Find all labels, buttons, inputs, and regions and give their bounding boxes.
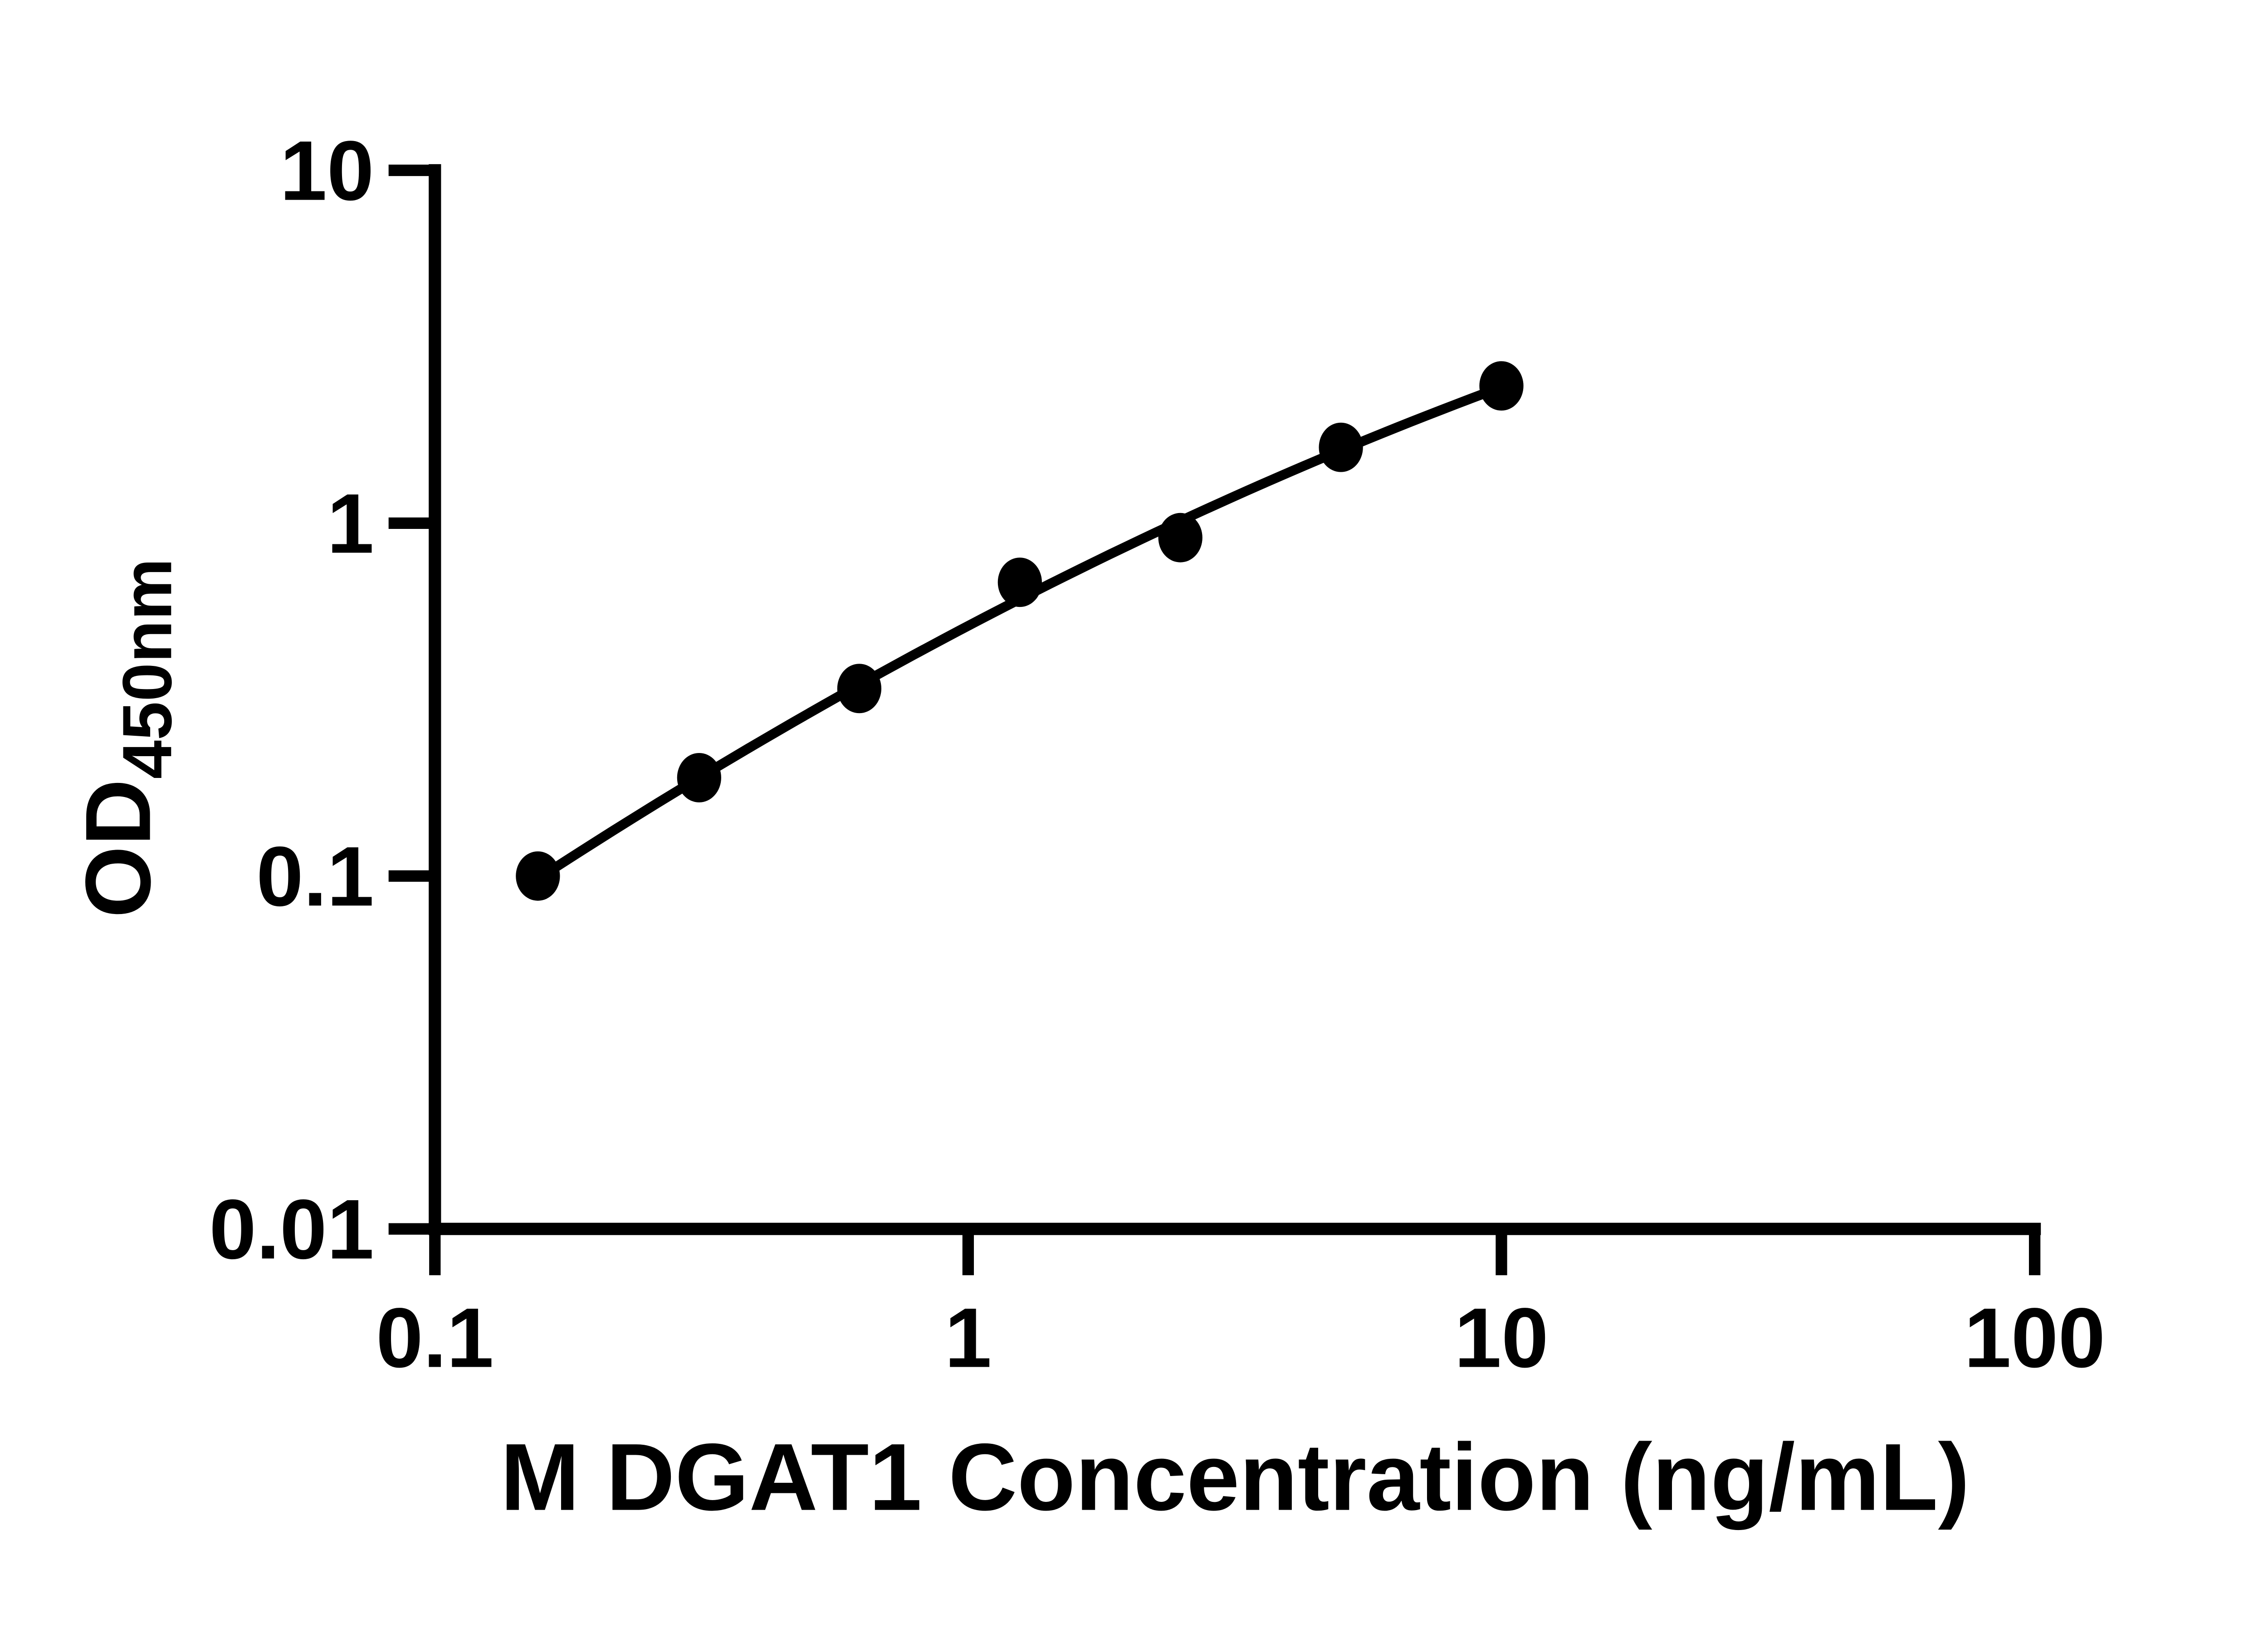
data-point <box>997 557 1042 607</box>
x-axis-title: M DGAT1 Concentration (ng/mL) <box>500 1424 1970 1530</box>
x-axis-ticks <box>429 1229 2041 1276</box>
y-axis-title: OD450nm <box>67 558 186 918</box>
data-points <box>516 361 1524 901</box>
y-tick-label-10: 10 <box>280 123 374 218</box>
data-point <box>1319 422 1363 472</box>
y-tick-label-0.1: 0.1 <box>256 829 374 924</box>
x-tick-labels: 0.1 1 10 100 <box>376 1291 2105 1385</box>
y-tick-labels: 10 1 0.1 0.01 <box>209 123 374 1277</box>
y-tick-label-0.01: 0.01 <box>209 1182 374 1276</box>
y-axis-title-main: OD <box>67 779 170 918</box>
x-tick-label-100: 100 <box>1964 1291 2105 1385</box>
y-axis-title-subscript: 450nm <box>108 558 186 779</box>
x-tick-label-0.1: 0.1 <box>376 1291 494 1385</box>
axes <box>429 164 2041 1235</box>
x-tick-label-10: 10 <box>1454 1291 1549 1385</box>
data-point <box>1158 513 1202 562</box>
data-point <box>837 664 882 714</box>
data-point <box>516 851 560 901</box>
y-axis-ticks <box>388 164 435 1235</box>
data-point <box>1479 361 1524 411</box>
chart-background <box>0 22 2268 1611</box>
x-tick-label-1: 1 <box>944 1291 992 1385</box>
y-tick-label-1: 1 <box>327 476 374 571</box>
data-point <box>677 753 721 802</box>
